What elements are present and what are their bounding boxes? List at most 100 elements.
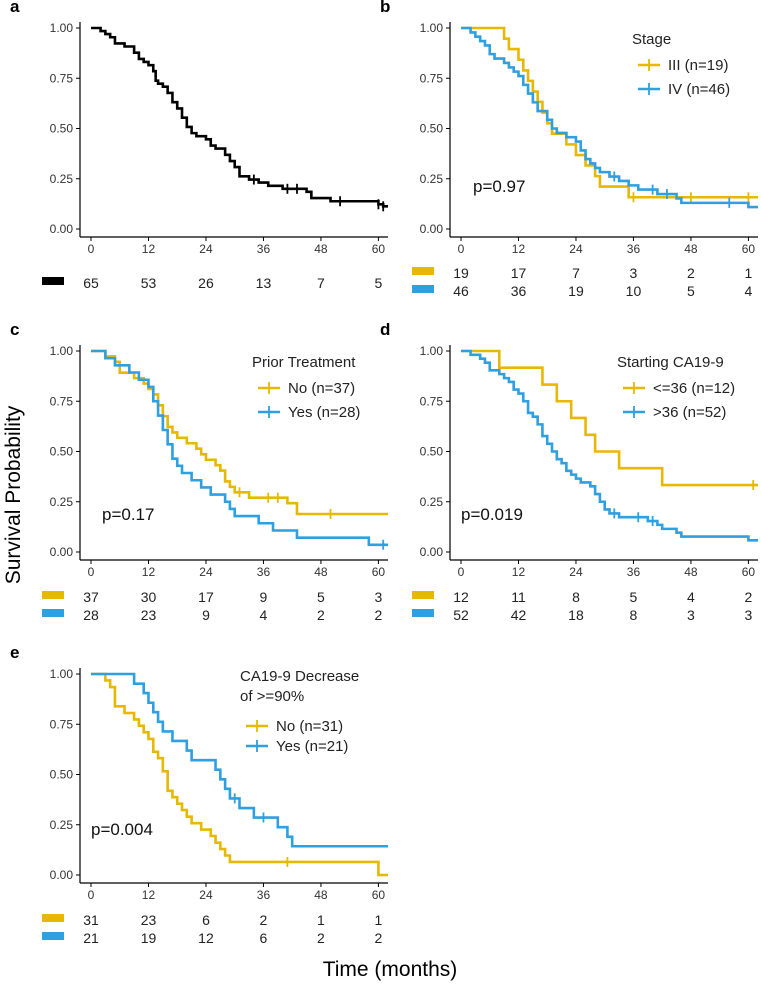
panel-label: a (10, 0, 20, 16)
risk-count: 4 (260, 607, 268, 623)
legend: Stage III (n=19) IV (n=46) (632, 31, 730, 98)
risk-count: 1 (375, 912, 383, 928)
risk-count: 46 (453, 283, 469, 299)
y-tick-label: 0.75 (50, 71, 74, 85)
risk-count: 3 (745, 607, 753, 623)
legend: Starting CA19-9 <=36 (n=12) >36 (n=52) (617, 354, 735, 421)
x-tick-label: 12 (142, 565, 156, 579)
x-tick-label: 36 (257, 242, 271, 256)
x-tick-label: 48 (684, 242, 698, 256)
risk-count: 2 (375, 607, 383, 623)
series-iii: 19 17 7 3 2 1 (412, 26, 758, 281)
risk-table-swatch (42, 932, 64, 940)
risk-count: 65 (83, 275, 99, 291)
x-axis-title: Time (months) (323, 958, 458, 981)
x-tick-label: 0 (88, 242, 95, 256)
series-all-patients: 65 53 26 13 7 5 (42, 26, 388, 291)
y-tick-label: 0.75 (50, 394, 74, 408)
risk-count: 6 (260, 930, 268, 946)
risk-count: 19 (141, 930, 157, 946)
km-curve (91, 672, 388, 848)
x-tick-label: 36 (627, 242, 641, 256)
x-tick-label: 36 (627, 565, 641, 579)
risk-count: 42 (511, 607, 527, 623)
risk-count: 5 (630, 589, 638, 605)
risk-count: 17 (198, 589, 214, 605)
y-tick-label: 0.50 (50, 445, 74, 459)
y-tick-label: 0.75 (420, 394, 444, 408)
x-tick-label: 24 (569, 242, 583, 256)
x-tick-label: 24 (569, 565, 583, 579)
y-tick-label: 1.00 (50, 344, 74, 358)
x-tick-label: 0 (458, 565, 465, 579)
risk-count: 19 (453, 265, 469, 281)
risk-count: 3 (687, 607, 695, 623)
risk-count: 1 (745, 265, 753, 281)
risk-count: 2 (317, 930, 325, 946)
legend-entry: IV (n=46) (668, 81, 730, 98)
risk-count: 17 (511, 265, 527, 281)
legend-entry: >36 (n=52) (653, 404, 726, 421)
risk-count: 21 (83, 930, 99, 946)
series-no: 31 23 6 2 1 1 (42, 672, 388, 928)
risk-count: 10 (626, 283, 642, 299)
panel-label: c (10, 320, 19, 339)
legend-title: of >=90% (240, 688, 304, 705)
legend-entry: <=36 (n=12) (653, 380, 735, 397)
risk-table-swatch (412, 609, 434, 617)
risk-count: 1 (317, 912, 325, 928)
risk-count: 6 (202, 912, 210, 928)
x-tick-label: 48 (684, 565, 698, 579)
panel-label: b (380, 0, 390, 16)
x-tick-label: 0 (458, 242, 465, 256)
risk-table-swatch (42, 277, 64, 285)
risk-count: 4 (687, 589, 695, 605)
y-tick-label: 0.00 (420, 545, 444, 559)
y-tick-label: 0.00 (50, 868, 74, 882)
x-tick-label: 36 (257, 565, 271, 579)
legend-title: Stage (632, 31, 671, 48)
legend-entry: No (n=37) (288, 380, 355, 397)
series-yes: 21 19 12 6 2 2 (42, 672, 388, 946)
x-tick-label: 12 (142, 242, 156, 256)
legend: CA19-9 Decrease of >=90% No (n=31) Yes (n=2… (240, 668, 359, 755)
x-tick-label: 36 (257, 888, 271, 902)
km-curve (461, 349, 758, 542)
y-tick-label: 0.25 (50, 495, 74, 509)
series--36: 12 11 8 5 4 2 (412, 349, 758, 605)
risk-count: 5 (687, 283, 695, 299)
x-tick-label: 60 (372, 888, 386, 902)
y-tick-label: 1.00 (420, 344, 444, 358)
risk-count: 52 (453, 607, 469, 623)
km-curve (91, 26, 388, 208)
legend-entry: Yes (n=28) (288, 404, 360, 421)
y-tick-label: 0.25 (420, 495, 444, 509)
risk-count: 7 (572, 265, 580, 281)
y-tick-label: 1.00 (420, 21, 444, 35)
legend-entry: No (n=31) (276, 718, 343, 735)
series-iv: 46 36 19 10 5 4 (412, 26, 758, 299)
risk-table-swatch (42, 609, 64, 617)
risk-count: 18 (568, 607, 584, 623)
y-tick-label: 0.25 (50, 172, 74, 186)
risk-count: 3 (630, 265, 638, 281)
x-tick-label: 48 (314, 242, 328, 256)
km-curve (91, 349, 388, 516)
risk-count: 2 (317, 607, 325, 623)
risk-count: 11 (511, 589, 526, 605)
y-tick-label: 0.50 (50, 768, 74, 782)
risk-count: 23 (141, 607, 157, 623)
legend-title: Starting CA19-9 (617, 354, 724, 371)
legend-title: CA19-9 Decrease (240, 668, 359, 685)
legend-entry: Yes (n=21) (276, 738, 348, 755)
risk-count: 9 (202, 607, 210, 623)
risk-count: 13 (256, 275, 272, 291)
y-tick-label: 1.00 (50, 667, 74, 681)
km-curve (461, 26, 758, 199)
risk-count: 9 (260, 589, 268, 605)
risk-count: 26 (198, 275, 214, 291)
x-tick-label: 60 (372, 242, 386, 256)
